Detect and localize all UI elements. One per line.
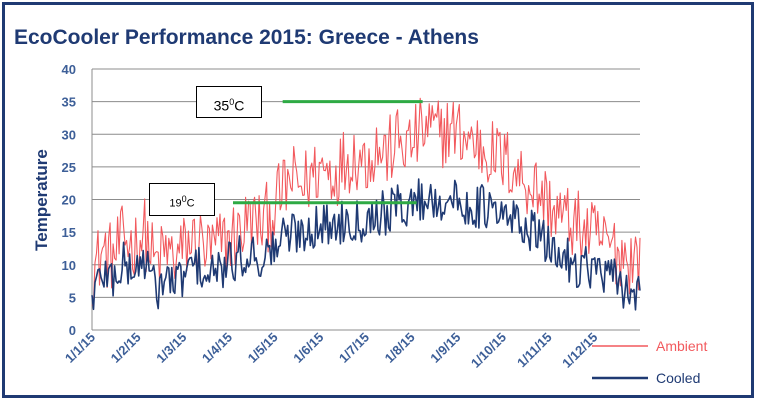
annotation-35c-degree: 0 [229, 97, 235, 107]
annotation-35c: 350C [196, 86, 262, 118]
reference-lines [233, 100, 423, 205]
y-tick-label: 10 [62, 258, 76, 273]
y-axis-label: Temperature [32, 149, 51, 251]
annotation-19c-value: 19 [169, 197, 182, 210]
x-tick-label: 1/8/15 [382, 330, 418, 366]
x-tick-labels: 1/1/15 1/2/15 1/3/15 1/4/15 1/5/15 1/6/15 1/7/… [62, 330, 601, 371]
legend-label-ambient: Ambient [656, 338, 707, 354]
annotation-19c-degree: 0 [181, 194, 187, 204]
x-tick-label: 1/12/15 [559, 330, 600, 371]
x-tick-label: 1/1/15 [62, 330, 98, 366]
annotation-35c-value: 35 [213, 97, 230, 114]
y-tick-label: 0 [69, 323, 76, 338]
chart-title: EcoCooler Performance 2015: Greece - Ath… [14, 26, 479, 49]
y-tick-label: 5 [69, 290, 76, 305]
y-tick-labels: 0 5 10 15 20 25 30 35 40 [62, 62, 76, 338]
series-line-ambient [91, 97, 641, 306]
annotation-35c-unit: C [234, 97, 245, 114]
y-tick-label: 15 [62, 225, 76, 240]
x-tick-label: 1/7/15 [336, 330, 372, 366]
y-tick-label: 40 [62, 62, 76, 77]
series-line-cooled [91, 178, 641, 311]
x-tick-label: 1/4/15 [199, 330, 235, 366]
y-tick-label: 35 [62, 95, 76, 110]
x-tick-label: 1/6/15 [290, 330, 326, 366]
x-tick-label: 1/11/15 [514, 330, 555, 371]
x-tick-label: 1/9/15 [427, 330, 463, 366]
x-tick-label: 1/2/15 [108, 330, 144, 366]
legend-label-cooled: Cooled [656, 370, 700, 386]
y-tick-label: 25 [62, 160, 76, 175]
annotation-19c: 190C [149, 183, 215, 216]
x-tick-label: 1/3/15 [153, 330, 189, 366]
x-tick-label: 1/5/15 [245, 330, 281, 366]
annotation-19c-unit: C [186, 197, 195, 210]
legend: Ambient Cooled [592, 338, 707, 386]
y-tick-label: 20 [62, 193, 76, 208]
x-tick-label: 1/10/15 [468, 330, 509, 371]
y-tick-label: 30 [62, 127, 76, 142]
series-lines [91, 97, 641, 311]
